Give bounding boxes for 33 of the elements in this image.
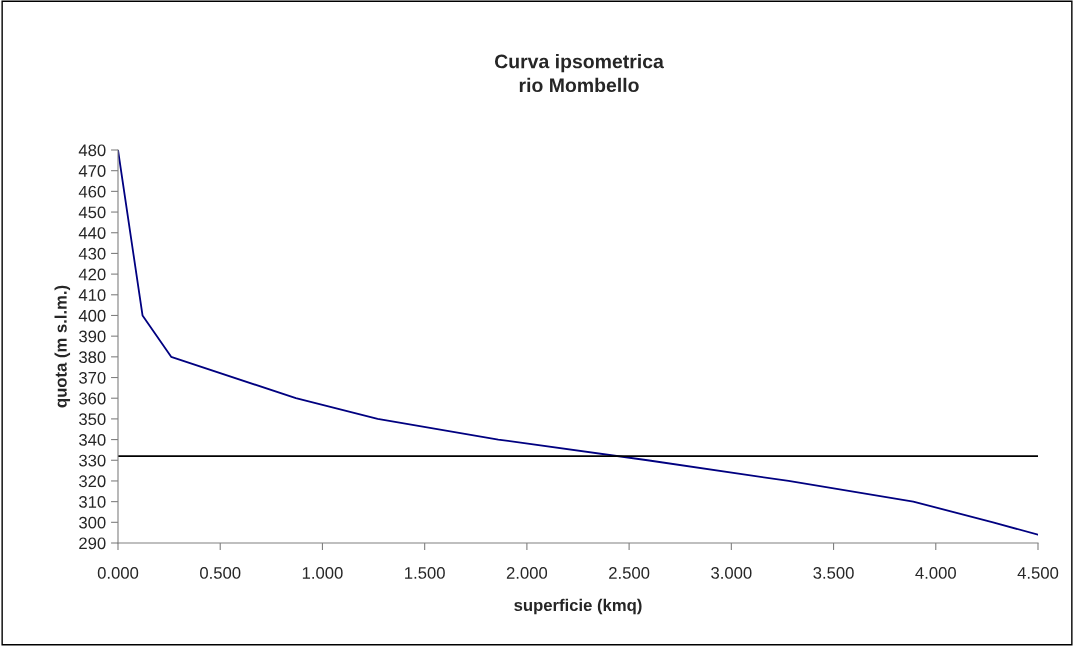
y-tick-label: 470	[78, 165, 106, 177]
y-tick-label: 300	[79, 516, 106, 529]
y-tick-label: 480	[78, 144, 106, 157]
x-tick-label: 2.500	[609, 567, 650, 579]
y-tick-label: 450	[78, 206, 106, 219]
y-tick-label: 430	[78, 247, 106, 260]
y-tick-label: 370	[79, 371, 106, 384]
y-tick-label: 440	[78, 227, 106, 239]
y-tick-label: 460	[78, 185, 106, 198]
y-tick-label: 350	[79, 413, 106, 426]
x-tick-label: 2.000	[506, 567, 548, 579]
y-tick-label: 420	[78, 268, 106, 281]
x-tick-label: 0.000	[97, 567, 139, 579]
x-tick-label: 3.500	[813, 567, 854, 579]
y-tick-label: 320	[79, 475, 106, 488]
y-tick-label: 290	[79, 537, 106, 550]
chart-title: Curva ipsometrica rio Mombello	[494, 54, 664, 93]
y-tick-label: 310	[79, 496, 106, 508]
x-tick-label: 1.500	[405, 567, 445, 579]
y-tick-label: 330	[79, 454, 106, 467]
x-axis-title: superficie (kmq)	[514, 598, 642, 615]
y-tick-label: 400	[78, 309, 106, 322]
y-tick-label: 390	[79, 330, 106, 343]
x-tick-label: 3.000	[711, 567, 752, 579]
y-axis-title: quota (m s.l.m.)	[54, 285, 71, 408]
x-tick-label: 4.500	[1017, 567, 1059, 579]
y-tick-label: 340	[79, 433, 106, 446]
x-tick-label: 0.500	[200, 567, 241, 579]
y-tick-label: 380	[79, 351, 106, 364]
y-tick-label: 410	[78, 289, 106, 301]
x-tick-label: 4.000	[915, 567, 956, 579]
x-tick-label: 1.000	[302, 567, 343, 579]
y-tick-label: 360	[79, 392, 106, 405]
